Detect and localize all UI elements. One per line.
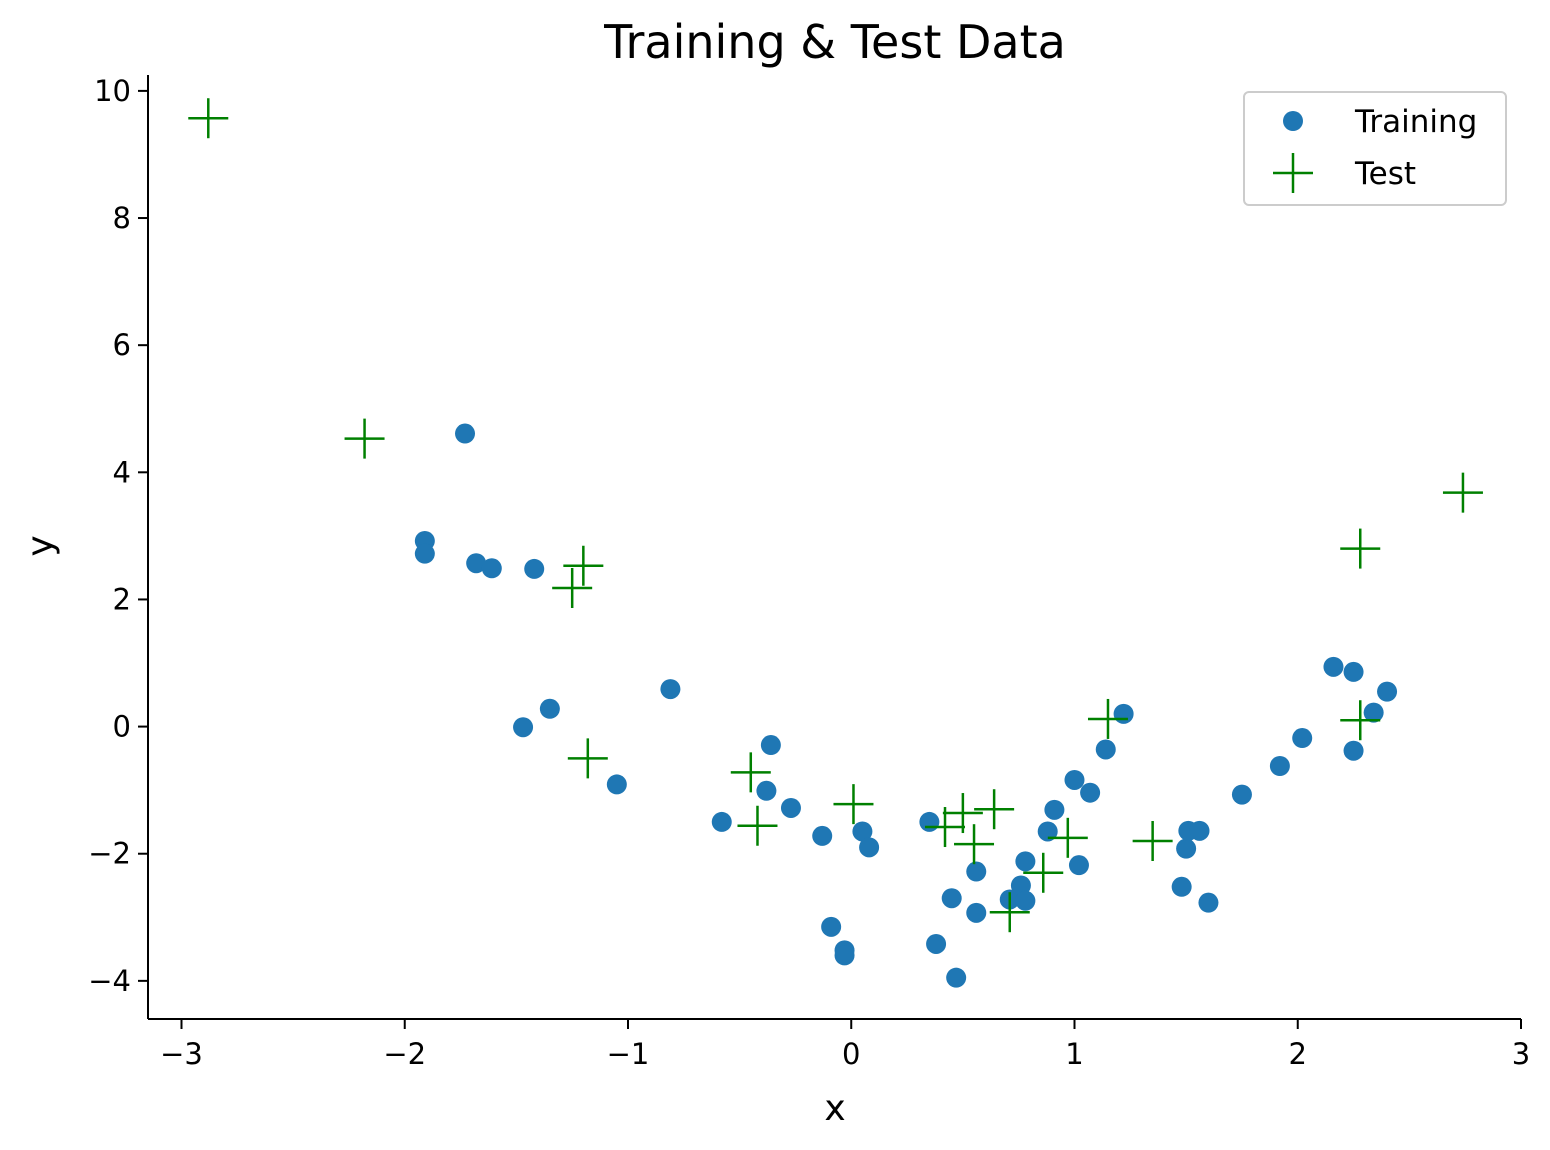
test-point [974,789,1015,830]
y-tick-label: 10 [94,74,131,108]
test-point [1340,528,1381,569]
y-tick-label: 2 [113,582,131,616]
x-tick-label: −1 [607,1037,650,1071]
test-point [942,793,983,834]
training-point [926,933,947,954]
legend-label-training: Training [1354,104,1477,140]
test-point [1340,700,1381,741]
training-point [1198,892,1219,913]
training-point [1176,838,1197,859]
y-tick-label: 6 [113,328,131,362]
training-point [941,888,962,909]
y-tick-label: 4 [113,455,131,489]
test-point [989,892,1030,933]
training-point [606,774,627,795]
test-point [1047,817,1088,858]
training-point [1113,703,1134,724]
y-tick-label: −4 [88,964,131,998]
test-point [1023,852,1064,893]
training-point [524,558,545,579]
training-point [1015,851,1036,872]
x-tick-label: 2 [1289,1037,1307,1071]
x-tick-label: 3 [1512,1037,1530,1071]
training-point [919,811,940,832]
test-point [833,784,874,825]
training-point [821,916,842,937]
training-point [414,543,435,564]
training-point [852,821,873,842]
training-point [481,558,502,579]
training-point [1343,740,1364,761]
x-tick-label: 0 [842,1037,860,1071]
training-point [1064,769,1085,790]
training-point [760,735,781,756]
legend: Training Test [1243,91,1507,206]
x-tick-label: −2 [383,1037,426,1071]
training-point [1068,855,1089,876]
training-point [946,967,967,988]
training-point [466,553,487,574]
training-point [1377,681,1398,702]
training-point [1171,876,1192,897]
training-point [1015,890,1036,911]
legend-marker-test [1273,153,1313,193]
test-point [552,568,593,609]
x-axis-label: x [824,1088,845,1129]
training-point [1044,799,1065,820]
training-point [539,698,560,719]
y-tick-label: −2 [88,837,131,871]
training-point [1037,821,1058,842]
training-point [859,837,880,858]
training-point [660,679,681,700]
training-point [1269,755,1290,776]
training-point [1343,661,1364,682]
y-ticks: −4 −2 0 2 4 6 8 10 [88,74,148,998]
y-axis-label: y [20,535,61,556]
training-point [834,945,855,966]
test-point [954,824,995,865]
test-point [567,738,608,779]
test-point [737,805,778,846]
x-ticks: −3 −2 −1 0 1 2 3 [160,1019,1530,1071]
test-point [344,418,385,459]
training-point [1231,784,1252,805]
y-tick-label: 8 [113,201,131,235]
x-tick-label: −3 [160,1037,203,1071]
training-point [711,811,732,832]
training-point [1095,739,1116,760]
x-tick-label: 1 [1065,1037,1083,1071]
test-point [1087,698,1128,739]
training-point [1323,656,1344,677]
training-point [1080,782,1101,803]
training-point [966,861,987,882]
training-point [1292,728,1313,749]
y-tick-label: 0 [113,710,131,744]
legend-marker-training [1283,111,1303,131]
training-point [812,825,833,846]
chart-title: Training & Test Data [603,15,1066,69]
training-point [756,780,777,801]
training-point [780,797,801,818]
test-point [563,545,604,586]
training-point [513,717,534,738]
training-point [966,902,987,923]
training-point [455,423,476,444]
training-point [1363,702,1384,723]
test-point [1132,821,1173,862]
training-point [1010,875,1031,896]
test-point [730,752,771,793]
test-point [188,98,229,139]
legend-box [1243,91,1507,206]
data-points [188,98,1483,988]
test-point [1442,472,1483,513]
legend-label-test: Test [1354,156,1416,192]
training-point [1189,820,1210,841]
